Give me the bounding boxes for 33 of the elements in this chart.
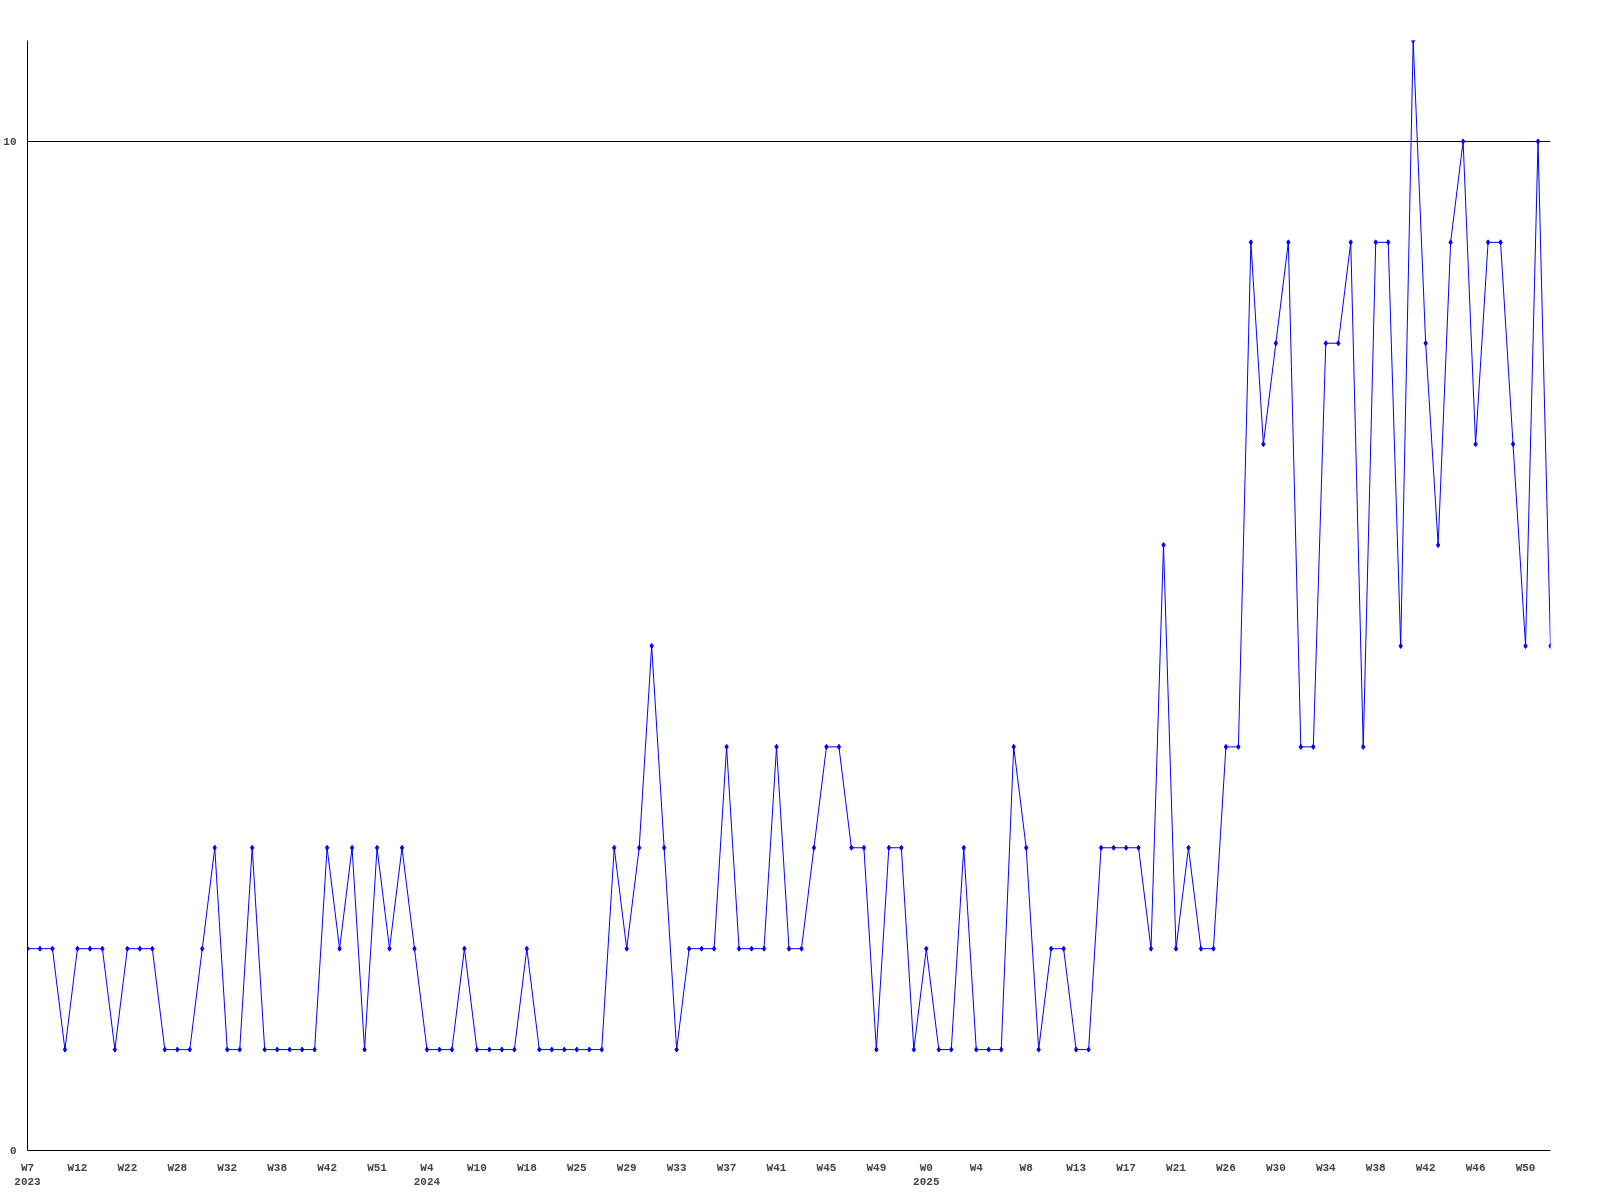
x-tick-label: W17 <box>1116 1161 1136 1174</box>
x-tick-label: W7 2023 <box>14 1161 42 1188</box>
x-tick-label: W29 <box>616 1161 637 1174</box>
x-tick-label: W38 <box>1365 1161 1387 1174</box>
x-tick-label: W38 <box>267 1161 288 1174</box>
x-tick-label: W18 <box>516 1161 538 1174</box>
x-tick-label: W49 <box>866 1161 887 1174</box>
x-tick-label: W42 <box>317 1161 338 1174</box>
x-tick-label: W26 <box>1216 1161 1236 1174</box>
x-tick-label: W22 <box>117 1161 138 1174</box>
x-tick-label: W13 <box>1066 1161 1087 1174</box>
x-tick-label: W42 <box>1415 1161 1436 1174</box>
x-tick-label: W25 <box>566 1161 588 1174</box>
y-tick-label: 10 <box>3 135 17 148</box>
x-tick-label: W4 2024 <box>413 1161 441 1188</box>
x-tick-label: W21 <box>1166 1161 1187 1174</box>
x-tick-label: W51 <box>367 1161 388 1174</box>
x-tick-label: W10 <box>467 1161 487 1174</box>
x-tick-label: W28 <box>167 1161 188 1174</box>
x-tick-label: W0 2025 <box>913 1161 940 1188</box>
x-tick-label: W12 <box>67 1161 88 1174</box>
x-tick-label: W30 <box>1265 1161 1286 1174</box>
x-tick-label: W50 <box>1515 1161 1536 1174</box>
y-tick-label: 0 <box>9 1145 17 1157</box>
x-tick-label: W33 <box>666 1161 687 1174</box>
x-tick-label: W34 <box>1315 1161 1337 1174</box>
x-tick-label: W46 <box>1465 1161 1486 1174</box>
x-tick-label: W37 <box>716 1161 737 1174</box>
x-tick-label: W8 <box>1019 1161 1034 1174</box>
x-tick-label: W32 <box>217 1161 238 1174</box>
x-tick-label: W4 <box>969 1161 984 1174</box>
x-tick-label: W45 <box>816 1161 837 1174</box>
x-tick-label: W41 <box>766 1161 787 1174</box>
